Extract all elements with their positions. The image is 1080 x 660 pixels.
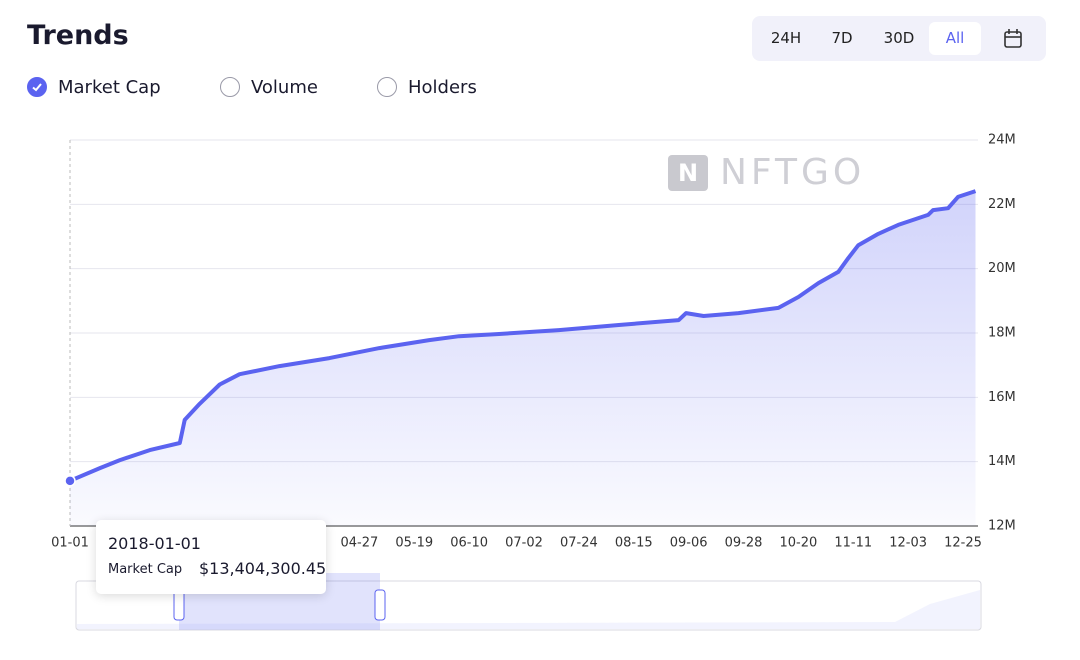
tooltip: 2018-01-01 Market Cap $13,404,300.45: [96, 520, 326, 594]
tooltip-label: Market Cap: [108, 562, 183, 577]
check-icon: [32, 83, 42, 92]
x-tick-label: 08-15: [615, 536, 653, 551]
line: [69, 189, 977, 483]
x-tick-label: 09-06: [670, 536, 708, 551]
x-tick-label: 12-25: [944, 536, 982, 551]
y-tick-label: 22M: [988, 197, 1016, 212]
x-tick-label: 05-19: [395, 536, 433, 551]
time-tab[interactable]: 30D: [883, 29, 915, 47]
metric-toggle[interactable]: Volume: [220, 76, 318, 100]
x-tick-label: 09-28: [725, 536, 763, 551]
x-tick-label: 04-27: [340, 536, 378, 551]
x-tick-label: 11-11: [834, 536, 872, 551]
watermark: N NFTGO: [668, 152, 865, 193]
checkbox[interactable]: [27, 77, 47, 97]
y-tick-label: 12M: [988, 519, 1016, 534]
x-tick-label: 07-24: [560, 536, 598, 551]
y-tick-label: 14M: [988, 454, 1016, 469]
metric-toggle[interactable]: Holders: [377, 76, 477, 100]
metric-label: Volume: [251, 77, 318, 98]
tooltip-value: $13,404,300.45: [199, 559, 327, 578]
x-tick-label: 01-01: [51, 536, 89, 551]
y-tick-label: 20M: [988, 261, 1016, 276]
metric-label: Holders: [408, 77, 477, 98]
time-tab[interactable]: 7D: [831, 29, 853, 47]
y-tick-label: 18M: [988, 326, 1016, 341]
navigator-preview: [77, 590, 980, 629]
metric-toggle[interactable]: Market Cap: [27, 76, 161, 100]
x-tick-label: 10-20: [780, 536, 818, 551]
y-tick-label: 24M: [988, 133, 1016, 148]
checkbox[interactable]: [220, 77, 240, 97]
x-tick-label: 06-10: [450, 536, 488, 551]
y-tick-label: 16M: [988, 390, 1016, 405]
metric-label: Market Cap: [58, 77, 161, 98]
x-tick-label: 12-03: [889, 536, 927, 551]
checkbox[interactable]: [377, 77, 397, 97]
area: [70, 191, 976, 526]
watermark-text: NFTGO: [720, 152, 865, 193]
svg-text:N: N: [678, 159, 698, 187]
x-tick-label: 07-02: [505, 536, 543, 551]
time-tab[interactable]: 24H: [770, 29, 802, 47]
tooltip-date: 2018-01-01: [108, 534, 201, 553]
navigator-handle[interactable]: [374, 589, 386, 621]
calendar-icon[interactable]: [1003, 28, 1023, 50]
time-tab[interactable]: All: [929, 22, 981, 55]
title: Trends: [27, 20, 129, 51]
tab-bar: 24H 7D 30D All: [752, 16, 1046, 61]
point-marker: [64, 475, 76, 487]
navigator-handle[interactable]: [173, 589, 185, 621]
